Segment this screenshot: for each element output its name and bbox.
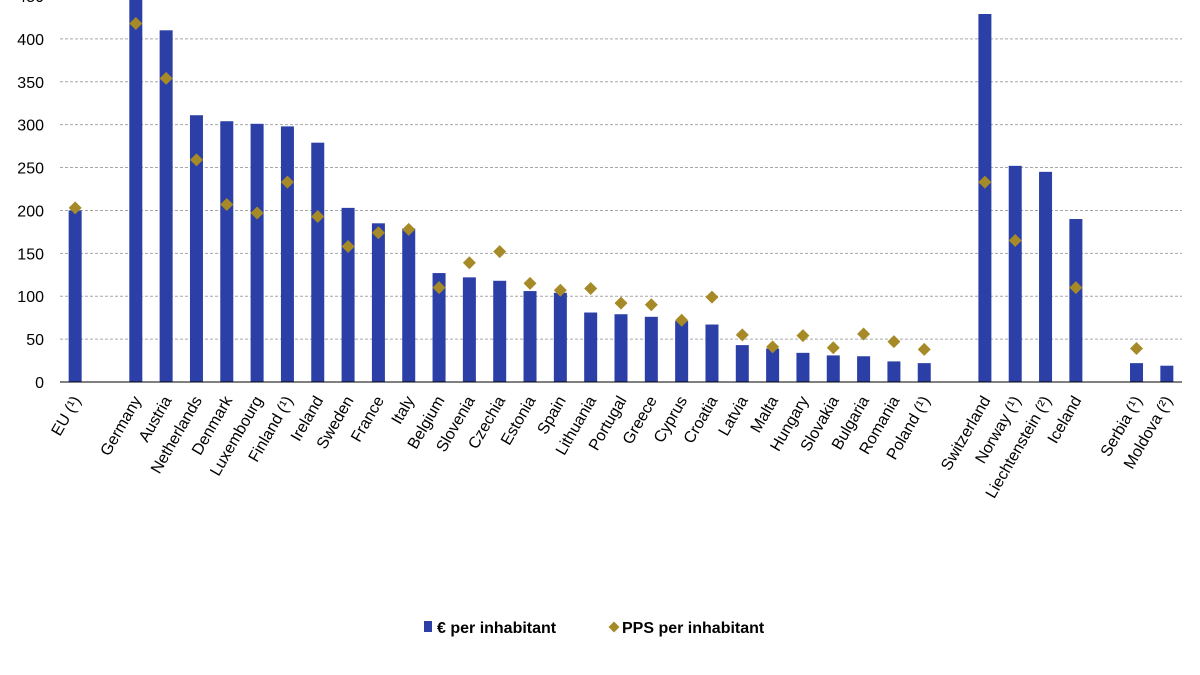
bar — [584, 312, 598, 382]
bar — [250, 123, 264, 382]
bar — [311, 142, 325, 382]
legend-marker-swatch — [608, 621, 620, 633]
y-tick-label: 250 — [17, 161, 44, 178]
bar — [766, 348, 780, 382]
bar-series — [68, 0, 1174, 383]
bar — [1008, 165, 1022, 382]
marker — [250, 206, 264, 220]
bar — [1039, 171, 1053, 382]
bar — [1130, 363, 1144, 382]
y-tick-label: 350 — [17, 75, 44, 92]
marker — [68, 201, 82, 215]
marker — [584, 282, 598, 296]
bar — [735, 345, 749, 382]
bar — [887, 361, 901, 382]
y-tick-label: 400 — [17, 32, 44, 49]
legend-bar-label: € per inhabitant — [437, 620, 557, 637]
marker — [129, 16, 143, 30]
y-tick-label: 100 — [17, 289, 44, 306]
marker — [887, 335, 901, 349]
marker — [766, 340, 780, 354]
bar — [614, 314, 628, 382]
bar — [796, 352, 810, 382]
bar — [371, 223, 385, 382]
bar — [978, 14, 992, 382]
x-tick-label: Italy — [389, 394, 418, 428]
marker — [553, 283, 567, 297]
y-tick-label: 150 — [17, 246, 44, 263]
bar — [857, 356, 871, 382]
marker — [523, 276, 537, 290]
bar — [644, 316, 658, 382]
bar — [280, 126, 294, 382]
bar — [68, 210, 82, 382]
x-tick-label: Germany — [98, 394, 146, 459]
marker — [220, 197, 234, 211]
bar — [493, 280, 507, 382]
marker — [280, 175, 294, 189]
marker — [311, 209, 325, 223]
y-axis-ticks: 0 50 100 150 200 250 300 350 400 450 — [17, 0, 44, 392]
bar — [432, 273, 446, 382]
marker — [917, 342, 931, 356]
x-tick-label: EU (¹) — [49, 394, 85, 439]
marker — [735, 328, 749, 342]
bar — [675, 321, 689, 382]
bar — [553, 292, 567, 382]
bar — [159, 30, 173, 383]
marker — [159, 71, 173, 85]
legend: € per inhabitant PPS per inhabitant — [424, 620, 765, 637]
bar — [462, 277, 476, 382]
marker — [796, 329, 810, 343]
marker — [462, 256, 476, 270]
bar — [341, 207, 355, 382]
bar — [523, 291, 537, 382]
marker — [371, 226, 385, 240]
y-tick-label: 300 — [17, 118, 44, 135]
x-tick-label: Latvia — [716, 393, 752, 439]
marker — [614, 296, 628, 310]
bar — [189, 115, 203, 382]
bar — [826, 355, 840, 382]
marker — [1130, 342, 1144, 356]
marker — [341, 239, 355, 253]
y-tick-label: 200 — [17, 203, 44, 220]
bar — [917, 363, 931, 382]
y-tick-label: 50 — [26, 332, 44, 349]
marker — [705, 290, 719, 304]
legend-bar-swatch — [424, 621, 432, 632]
marker — [402, 222, 416, 236]
legend-marker-label: PPS per inhabitant — [622, 620, 765, 637]
bar — [1160, 365, 1174, 382]
bar — [402, 228, 416, 382]
marker — [432, 281, 446, 295]
marker-series — [68, 16, 1144, 356]
y-tick-label: 450 — [17, 0, 44, 6]
bar — [1069, 219, 1083, 382]
marker — [826, 341, 840, 355]
bar — [705, 324, 719, 382]
marker — [1069, 281, 1083, 295]
y-tick-label: 0 — [35, 375, 44, 392]
marker — [675, 313, 689, 327]
marker — [493, 245, 507, 259]
bar — [129, 0, 143, 382]
marker — [857, 327, 871, 341]
marker — [978, 175, 992, 189]
marker — [644, 298, 658, 312]
marker — [189, 153, 203, 167]
bar — [220, 121, 234, 382]
gridlines — [60, 38, 1182, 340]
x-axis-labels: EU (¹) GermanyAustriaNetherlandsDenmarkLu… — [49, 393, 1177, 502]
marker — [1008, 233, 1022, 247]
